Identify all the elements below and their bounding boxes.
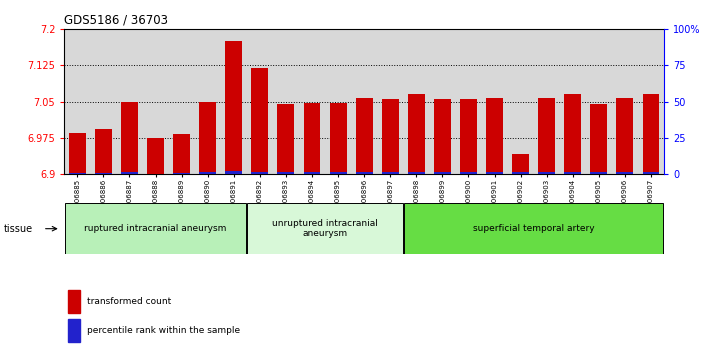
Bar xyxy=(247,203,403,254)
Bar xyxy=(356,172,373,174)
Bar xyxy=(382,99,398,174)
Bar xyxy=(95,129,112,174)
Bar xyxy=(65,203,246,254)
Bar xyxy=(564,94,581,174)
Bar xyxy=(486,98,503,174)
Bar xyxy=(382,172,398,174)
Bar xyxy=(538,172,555,174)
Bar xyxy=(226,41,242,174)
Bar xyxy=(356,98,373,174)
Bar xyxy=(303,172,321,174)
Bar xyxy=(121,172,138,174)
Bar xyxy=(147,138,164,174)
Bar xyxy=(590,172,608,174)
Bar xyxy=(69,290,80,313)
Bar xyxy=(69,319,80,342)
Bar xyxy=(564,172,581,174)
Text: ruptured intracranial aneurysm: ruptured intracranial aneurysm xyxy=(84,224,227,233)
Bar xyxy=(434,99,451,174)
Bar xyxy=(199,172,216,174)
Bar xyxy=(69,133,86,174)
Text: unruptured intracranial
aneurysm: unruptured intracranial aneurysm xyxy=(272,219,378,238)
Bar xyxy=(404,203,663,254)
Bar xyxy=(460,99,477,174)
Bar xyxy=(330,103,346,174)
Bar xyxy=(408,172,425,174)
Bar xyxy=(199,102,216,174)
Text: superficial temporal artery: superficial temporal artery xyxy=(473,224,595,233)
Bar xyxy=(95,173,112,174)
Text: percentile rank within the sample: percentile rank within the sample xyxy=(87,326,240,335)
Bar xyxy=(643,94,660,174)
Bar xyxy=(173,173,190,174)
Bar xyxy=(121,102,138,174)
Bar xyxy=(303,103,321,174)
Bar xyxy=(616,172,633,174)
Bar xyxy=(512,172,529,174)
Text: tissue: tissue xyxy=(4,224,33,234)
Bar xyxy=(226,171,242,174)
Text: GDS5186 / 36703: GDS5186 / 36703 xyxy=(64,13,169,26)
Bar xyxy=(278,172,294,174)
Bar xyxy=(330,172,346,174)
Bar xyxy=(434,172,451,174)
Bar xyxy=(538,98,555,174)
Bar xyxy=(460,172,477,174)
Bar xyxy=(616,98,633,174)
Bar xyxy=(251,68,268,174)
Bar xyxy=(643,172,660,174)
Bar xyxy=(590,104,608,174)
Bar xyxy=(251,172,268,174)
Bar xyxy=(278,104,294,174)
Bar xyxy=(173,134,190,174)
Text: transformed count: transformed count xyxy=(87,297,171,306)
Bar xyxy=(408,94,425,174)
Bar xyxy=(486,172,503,174)
Bar xyxy=(512,154,529,174)
